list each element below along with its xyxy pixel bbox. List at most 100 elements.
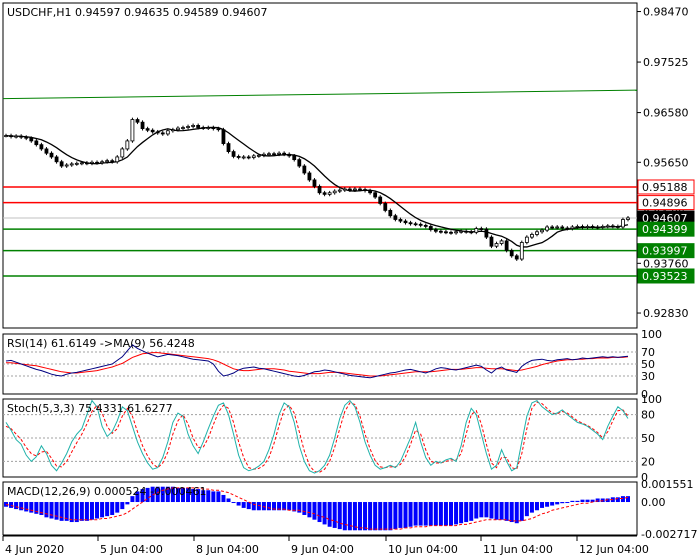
macd-bar xyxy=(64,502,69,521)
macd-bar xyxy=(49,502,54,519)
macd-bar xyxy=(9,502,14,508)
candle-body xyxy=(74,162,79,165)
candle-body xyxy=(545,226,549,231)
candle-body xyxy=(140,121,145,130)
macd-bar xyxy=(216,491,221,503)
candle-body xyxy=(292,155,297,161)
candle-body xyxy=(4,135,8,137)
candle-body xyxy=(438,230,443,233)
candle-body xyxy=(34,140,39,146)
y-tick-label-main: 0.97525 xyxy=(643,56,689,69)
candle-body xyxy=(120,148,125,158)
candle-body xyxy=(282,152,287,155)
candle-body xyxy=(454,231,458,234)
candle-body xyxy=(444,231,448,234)
price-label: 0.94399 xyxy=(642,223,688,236)
candle-body xyxy=(100,161,104,164)
y-tick-label-main: 0.93760 xyxy=(643,257,689,270)
price-label-box xyxy=(637,179,695,195)
candle-body xyxy=(388,210,393,217)
macd-bar xyxy=(383,502,388,531)
candle-body xyxy=(540,229,544,233)
candle-body xyxy=(621,219,625,228)
macd-bar xyxy=(165,486,170,503)
macd-bar xyxy=(529,502,534,513)
candle-body xyxy=(530,234,534,238)
macd-bar xyxy=(69,502,74,523)
candle-body xyxy=(595,226,600,229)
macd-bar xyxy=(105,502,110,517)
y-tick-label-main: 0.98470 xyxy=(643,6,689,19)
candle-body xyxy=(297,159,302,167)
macd-bar xyxy=(160,486,165,503)
price-label: 0.94896 xyxy=(642,197,688,210)
macd-bar xyxy=(438,502,443,526)
candle-body xyxy=(145,128,150,131)
macd-bar xyxy=(84,502,89,521)
trend-line xyxy=(2,89,638,100)
candle-body xyxy=(550,226,555,229)
macd-bar xyxy=(95,502,100,519)
candle-body xyxy=(474,228,479,233)
candle-body xyxy=(393,215,398,220)
candle-body xyxy=(130,119,135,142)
y-tick-label-main: 0.96580 xyxy=(643,107,689,120)
macd-bar xyxy=(34,502,39,514)
candle-body xyxy=(307,172,312,181)
candle-body xyxy=(90,161,94,164)
candle-body xyxy=(605,225,610,228)
macd-bar xyxy=(393,502,398,530)
macd-bar xyxy=(231,502,236,504)
pane-frame-main xyxy=(2,2,638,329)
macd-bar xyxy=(337,502,342,530)
candle-body xyxy=(332,190,337,194)
macd-bar xyxy=(29,502,34,513)
candle-body xyxy=(85,162,89,165)
candle-body xyxy=(95,161,99,164)
macd-bar xyxy=(236,502,241,506)
y-tick-label-rsi: 100 xyxy=(641,328,662,341)
macd-bar xyxy=(357,502,362,531)
candle-body xyxy=(181,127,185,129)
candle-body xyxy=(615,226,620,228)
y-tick-label-macd: -0.002717 xyxy=(641,528,697,541)
candle-body xyxy=(337,189,342,192)
macd-bar xyxy=(282,502,287,511)
candle-body xyxy=(216,128,221,131)
candle-body xyxy=(201,127,206,129)
macd-bar xyxy=(79,502,84,521)
candle-body xyxy=(150,129,155,133)
candle-body xyxy=(610,225,615,228)
macd-header: MACD(12,26,9) 0.000524 -0.000461 xyxy=(7,485,206,498)
candle-body xyxy=(423,224,428,227)
price-label: 0.93523 xyxy=(642,270,688,283)
macd-bar xyxy=(560,502,565,504)
macd-bar xyxy=(580,499,585,503)
macd-bar xyxy=(261,502,266,511)
candle-body xyxy=(236,156,241,158)
macd-bar xyxy=(211,491,216,503)
candle-body xyxy=(160,132,165,135)
candle-body xyxy=(49,152,54,158)
candle-body xyxy=(342,188,347,191)
pane-frame-macd xyxy=(2,481,638,536)
macd-bar xyxy=(494,502,499,520)
macd-bar xyxy=(19,502,24,511)
price-label: 0.95188 xyxy=(642,181,688,194)
candle-body xyxy=(560,226,565,229)
macd-bar xyxy=(403,502,408,528)
y-tick-label-main: 0.92830 xyxy=(643,307,689,320)
candle-body xyxy=(570,226,575,229)
candle-body xyxy=(600,226,605,228)
macd-bar xyxy=(89,502,94,520)
macd-bar xyxy=(378,502,383,531)
macd-bar xyxy=(100,502,105,518)
macd-bar xyxy=(555,502,560,505)
candle-body xyxy=(469,231,474,234)
macd-bar xyxy=(302,502,307,515)
macd-bar xyxy=(479,502,484,518)
macd-bar xyxy=(272,502,277,511)
x-tick-label: 4 Jun 2020 xyxy=(5,543,64,556)
macd-bar xyxy=(44,502,49,518)
y-tick-label-stoch: 80 xyxy=(641,409,655,422)
